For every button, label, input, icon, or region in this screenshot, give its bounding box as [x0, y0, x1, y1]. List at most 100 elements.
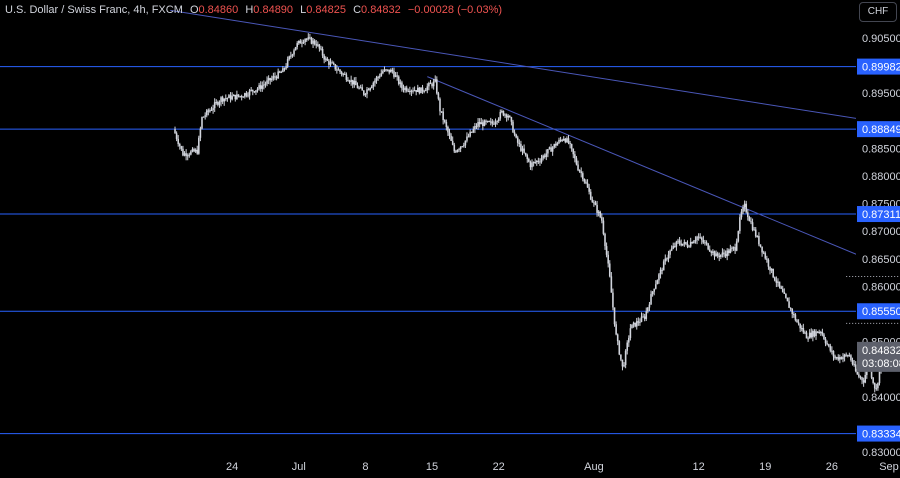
candle-body [469, 131, 471, 137]
candle-body [743, 203, 746, 208]
y-tick-label: 0.87000 [862, 226, 900, 238]
candle-body [597, 211, 600, 213]
candle-body [456, 149, 459, 152]
candle-body [535, 160, 538, 163]
candle-body [442, 111, 444, 121]
candle-body [324, 58, 327, 60]
candle-body [282, 68, 284, 73]
candle-body [610, 276, 613, 293]
candle-body [572, 148, 575, 155]
candle-body [648, 304, 651, 308]
candle-body [321, 48, 324, 56]
candle-body [524, 152, 527, 156]
candle-body [777, 281, 779, 283]
candle-body [805, 332, 808, 339]
candle-body [304, 39, 306, 42]
candle-body [783, 292, 786, 294]
candle-body [505, 114, 508, 118]
candle-body [694, 240, 697, 242]
candle-body [478, 122, 481, 125]
candle-body [551, 147, 554, 152]
candle-body [740, 211, 743, 218]
candle-body [608, 263, 611, 277]
candle-body [488, 121, 490, 123]
candle-body [436, 79, 438, 94]
candle-body [369, 88, 371, 91]
candle-body [656, 280, 659, 285]
candle-body [309, 37, 311, 39]
candle-body [291, 54, 294, 56]
candle-body [835, 357, 838, 359]
candle-body [640, 316, 643, 322]
candle-body [305, 38, 308, 40]
candle-body [226, 97, 229, 99]
y-tick-label: 0.88000 [862, 171, 900, 183]
candle-body [861, 377, 863, 381]
candle-body [856, 370, 859, 375]
candle-body [494, 122, 497, 125]
candle-body [424, 90, 427, 92]
candle-body [466, 136, 468, 141]
candle-body [626, 342, 629, 351]
candle-body [261, 85, 264, 89]
candle-body [339, 69, 341, 72]
candle-body [382, 71, 384, 74]
candle-body [275, 76, 278, 79]
candle-body [213, 102, 216, 109]
candle-body [570, 144, 573, 149]
candle-body [329, 62, 332, 65]
candle-body [475, 126, 478, 128]
candle-body [296, 43, 298, 48]
candle-body [272, 76, 275, 79]
candle-body [601, 217, 603, 221]
candle-body [493, 123, 495, 125]
candle-body [367, 89, 370, 91]
candle-body [599, 211, 602, 218]
candle-body [410, 90, 413, 92]
candle-body [374, 80, 376, 83]
candle-body [534, 161, 536, 163]
candle-body [375, 77, 378, 81]
candle-body [708, 249, 711, 252]
candle-body [583, 178, 586, 182]
currency-button[interactable]: CHF [859, 2, 897, 22]
candle-body [236, 94, 238, 100]
candle-body [521, 148, 524, 151]
candle-body [212, 108, 214, 110]
candle-body [766, 258, 768, 260]
candle-body [290, 55, 292, 57]
candle-body [202, 116, 205, 118]
candle-body [759, 244, 762, 247]
candle-body [263, 84, 265, 86]
candle-body [229, 95, 232, 100]
candle-body [507, 116, 510, 118]
candle-body [201, 117, 203, 129]
candle-body [839, 357, 841, 360]
candle-body [810, 332, 813, 338]
candle-body [629, 328, 632, 338]
candle-body [843, 354, 846, 358]
candle-body [293, 50, 295, 55]
candle-body [645, 311, 648, 319]
candle-body [769, 266, 771, 271]
candle-body [221, 97, 224, 102]
candle-body [537, 160, 540, 162]
candle-body [223, 98, 226, 102]
candle-body [209, 110, 211, 112]
candle-body [628, 337, 630, 343]
candle-body [402, 88, 405, 90]
candle-body [875, 388, 878, 390]
trendline-0 [170, 9, 856, 119]
candle-body [251, 89, 254, 92]
candle-body [220, 97, 222, 103]
candle-body [710, 251, 713, 253]
candle-body [677, 240, 679, 242]
candle-body [353, 80, 356, 85]
open-label: O [189, 4, 199, 16]
candle-body [559, 139, 562, 141]
symbol-title[interactable]: U.S. Dollar / Swiss Franc, 4h, FXCM [5, 4, 183, 16]
candle-body [320, 48, 322, 50]
trendline-1 [427, 76, 856, 255]
high-value: 0.84890 [253, 4, 294, 16]
